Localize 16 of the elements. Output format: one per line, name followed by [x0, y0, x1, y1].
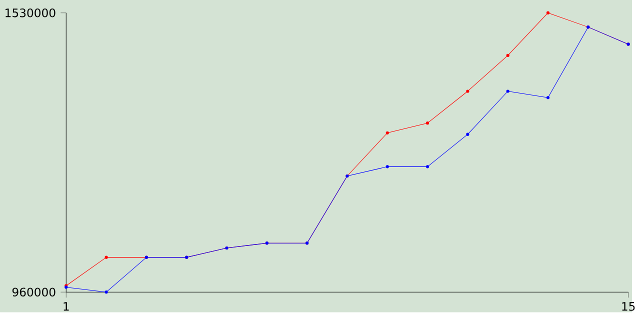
point	[386, 131, 389, 134]
x-tick-label: 15	[622, 302, 635, 311]
y-tick-label: 960000	[12, 288, 56, 296]
point	[546, 11, 550, 14]
point	[386, 165, 389, 168]
point	[104, 256, 108, 259]
point	[104, 290, 108, 294]
point	[506, 54, 510, 57]
point	[546, 96, 550, 100]
y-tick-label: 1530000	[6, 8, 56, 18]
x-tick-label: 1	[64, 302, 69, 311]
point	[426, 165, 430, 168]
point	[506, 90, 510, 93]
point	[466, 132, 470, 136]
point	[466, 90, 470, 93]
point	[426, 121, 430, 125]
